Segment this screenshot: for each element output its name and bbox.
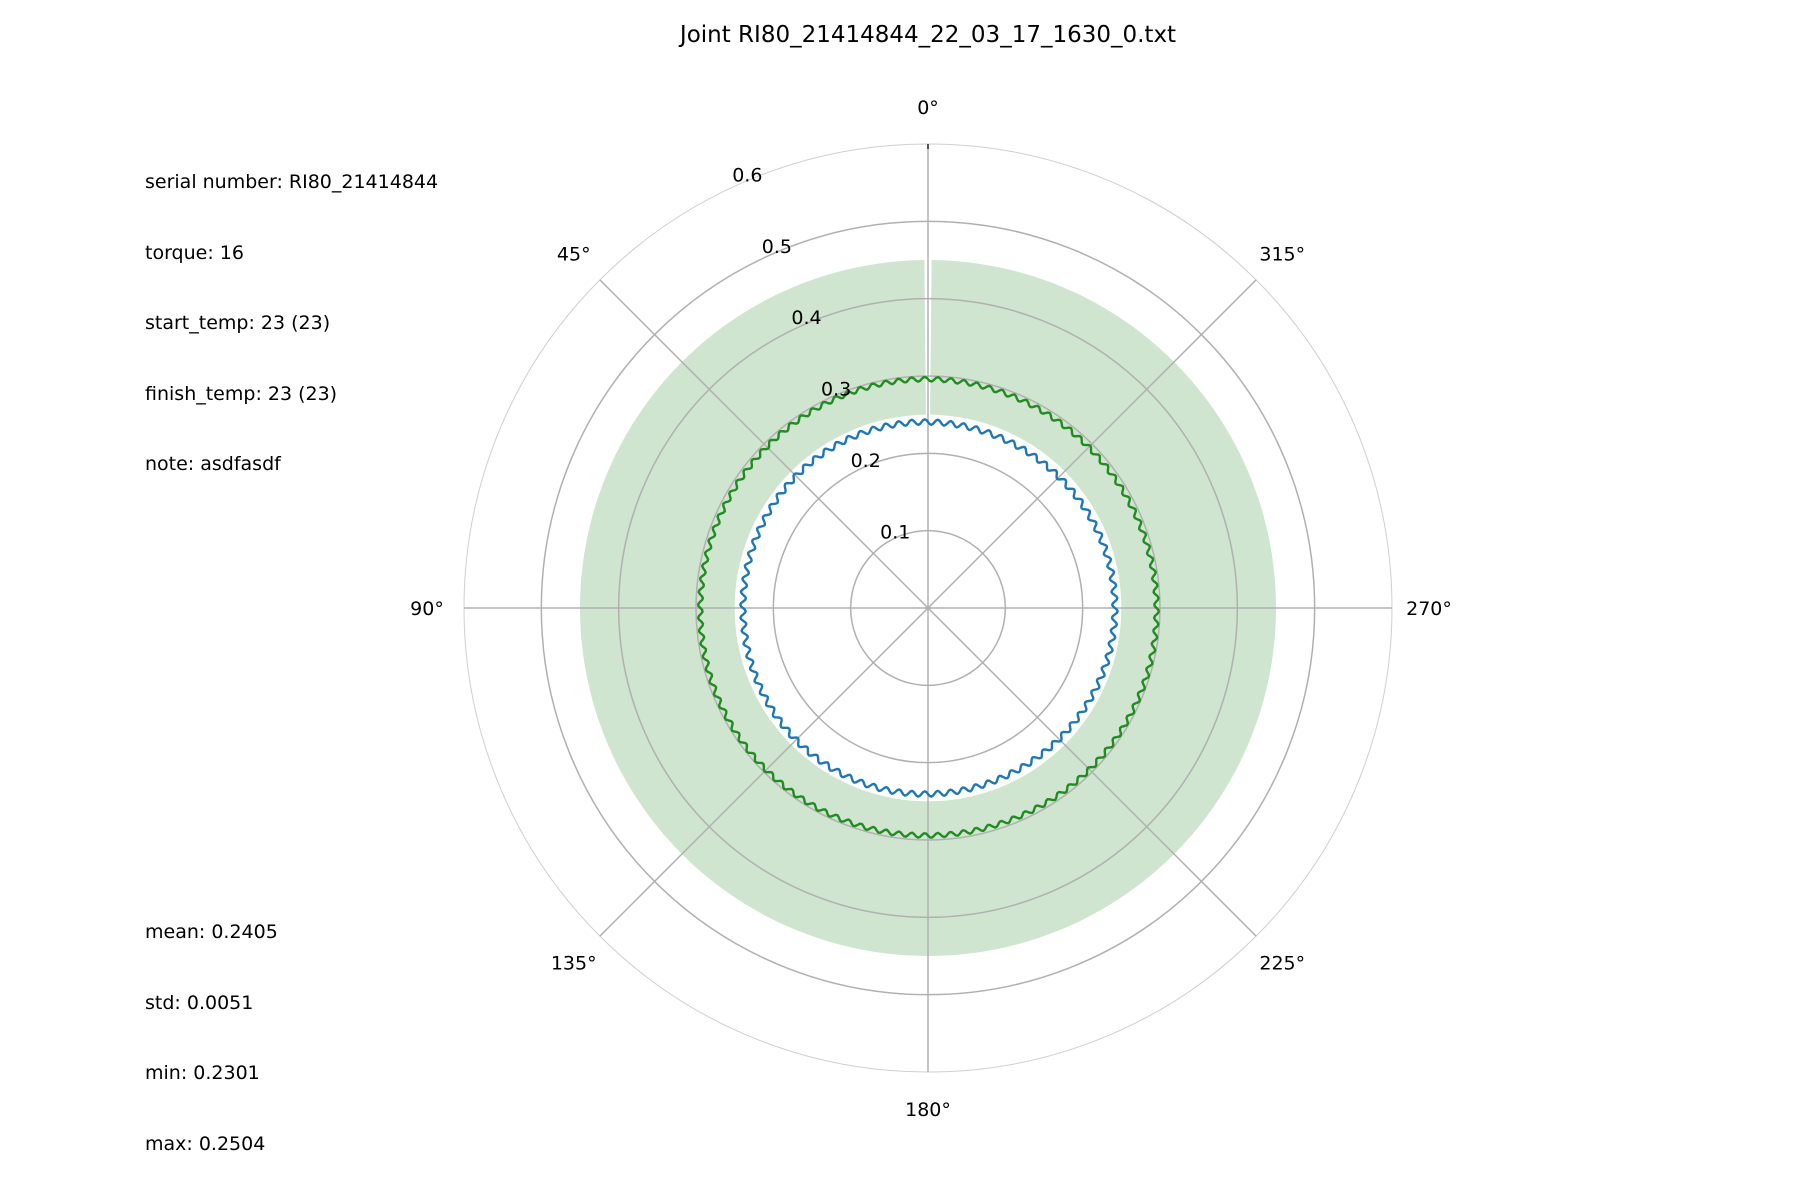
info-serial: serial number: RI80_21414844	[145, 171, 439, 193]
series-line-2	[696, 375, 1160, 839]
stat-mean: mean: 0.2405	[145, 921, 278, 943]
info-note: note: asdfasdf	[145, 453, 281, 475]
r-tick-label: 0.2	[851, 450, 881, 472]
theta-tick-label: 90°	[410, 598, 444, 620]
r-tick-label: 0.3	[821, 379, 851, 401]
r-tick-label: 0.4	[791, 307, 821, 329]
series-layer	[696, 375, 1160, 839]
theta-tick-label: 135°	[551, 952, 597, 974]
r-tick-label: 0.5	[762, 236, 792, 258]
chart-title: Joint RI80_21414844_22_03_17_1630_0.txt	[678, 22, 1176, 48]
theta-tick-label: 225°	[1259, 952, 1305, 974]
info-block-stats: mean: 0.2405 std: 0.0051 min: 0.2301 max…	[145, 874, 278, 1180]
r-tick-label: 0.1	[880, 522, 910, 544]
theta-tick-label: 270°	[1406, 598, 1452, 620]
theta-tick-label: 180°	[905, 1099, 951, 1121]
grid-spoke	[927, 279, 1257, 609]
theta-tick-label: 0°	[917, 97, 939, 119]
grid-spoke	[927, 607, 1257, 937]
stat-max: max: 0.2504	[145, 1132, 266, 1155]
stat-min: min: 0.2301	[145, 1062, 260, 1084]
axis-labels: 0° 45° 90° 135° 180° 225° 270° 315° 0.1 0.2 0.3 0.4…	[410, 97, 1452, 1121]
theta-tick-label: 315°	[1259, 244, 1305, 266]
info-finish-temp: finish_temp: 23 (23)	[145, 382, 338, 405]
theta-tick-label: 45°	[557, 244, 591, 266]
info-torque: torque: 16	[145, 241, 244, 264]
polar-grid	[463, 143, 1393, 1073]
info-block-top: serial number: RI80_21414844 torque: 16 …	[145, 124, 438, 500]
info-start-temp: start_temp: 23 (23)	[145, 312, 331, 334]
series-line-1	[739, 418, 1119, 798]
grid-spoke	[599, 279, 929, 609]
stat-std: std: 0.0051	[145, 991, 254, 1014]
r-tick-label: 0.6	[732, 164, 762, 186]
